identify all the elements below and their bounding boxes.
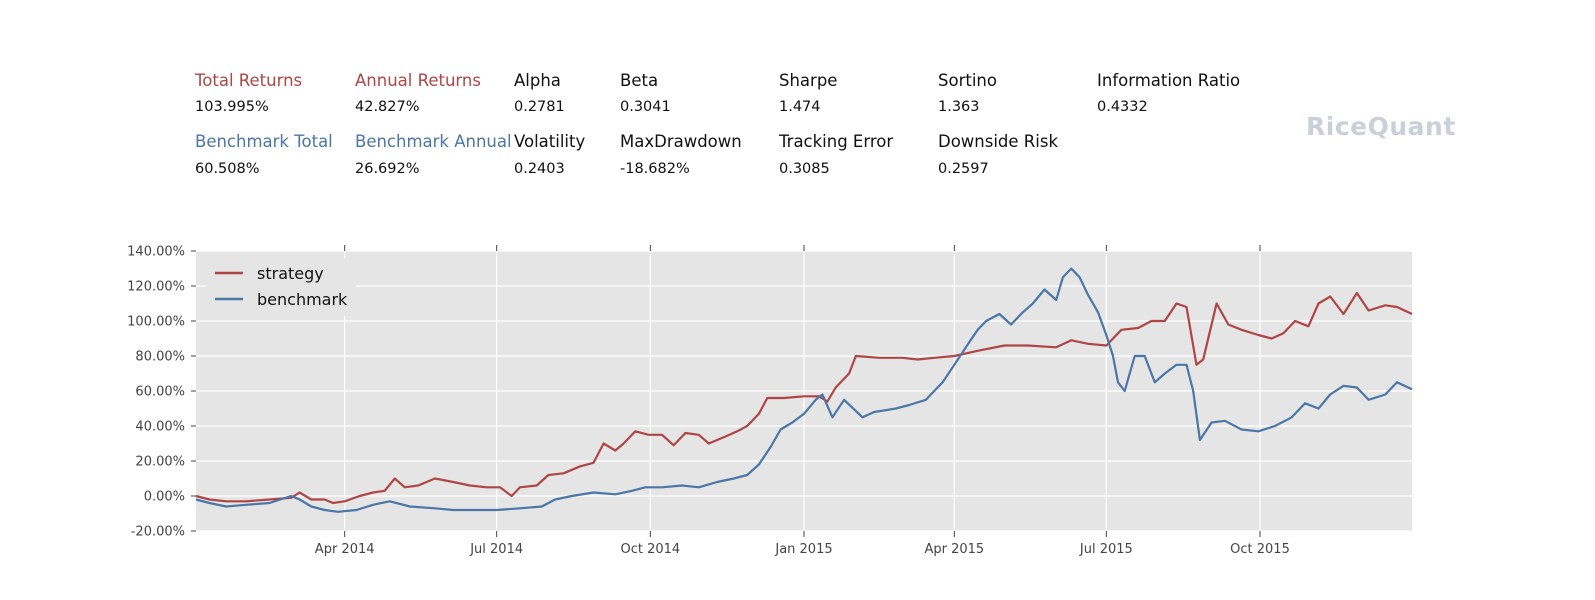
stat-value-sharpe: 1.474 (779, 99, 821, 115)
stat-value-sortino: 1.363 (938, 99, 980, 115)
legend-label-benchmark: benchmark (257, 290, 348, 309)
stat-label-alpha: Alpha (514, 71, 561, 90)
stat-label-total-returns: Total Returns (195, 71, 303, 90)
stat-value-annual-returns: 42.827% (355, 99, 420, 115)
x-tick-label: Apr 2014 (315, 542, 375, 557)
stat-value-total-returns: 103.995% (195, 99, 269, 115)
legend-label-strategy: strategy (257, 264, 324, 283)
stat-value-volatility: 0.2403 (514, 161, 565, 177)
ricequant-logo: RiceQuant (1306, 112, 1456, 141)
stat-value-information-ratio: 0.4332 (1097, 99, 1148, 115)
stat-label-downside-risk: Downside Risk (938, 132, 1059, 151)
chart-legend: strategy benchmark (206, 258, 356, 316)
y-tick-label: 60.00% (135, 385, 185, 400)
x-tick-label: Jan 2015 (774, 542, 832, 557)
x-tick-label: Jul 2015 (1079, 542, 1133, 557)
series-lines (195, 267, 1413, 513)
stat-label-sharpe: Sharpe (779, 71, 838, 90)
stat-label-volatility: Volatility (514, 132, 586, 151)
y-tick-label: 120.00% (127, 280, 185, 295)
legend-box (206, 258, 356, 316)
stat-label-benchmark-annual: Benchmark Annual (355, 132, 512, 151)
y-tick-label: 40.00% (135, 420, 185, 435)
stat-label-information-ratio: Information Ratio (1097, 71, 1241, 90)
stat-value-downside-risk: 0.2597 (938, 161, 989, 177)
stat-value-benchmark-annual: 26.692% (355, 161, 420, 177)
stat-value-tracking-error: 0.3085 (779, 161, 830, 177)
series-line-strategy (195, 291, 1413, 505)
x-tick-label: Oct 2014 (620, 542, 680, 557)
y-tick-label: 100.00% (127, 315, 185, 330)
stat-label-tracking-error: Tracking Error (779, 132, 894, 151)
y-tick-label: 0.00% (144, 490, 185, 505)
stat-label-max-drawdown: MaxDrawdown (620, 132, 742, 151)
axis-ticks: -20.00% 0.00% 20.00% 40.00% 60.00% 80.00% 100.… (127, 245, 1290, 558)
grid-lines (196, 250, 1412, 532)
y-tick-label: 20.00% (135, 455, 185, 470)
x-tick-label: Oct 2015 (1230, 542, 1290, 557)
series-line-benchmark (195, 267, 1413, 513)
stat-value-alpha: 0.2781 (514, 99, 565, 115)
x-tick-label: Apr 2015 (924, 542, 984, 557)
stat-label-annual-returns: Annual Returns (355, 71, 481, 90)
y-tick-label: 80.00% (135, 350, 185, 365)
stat-value-beta: 0.3041 (620, 99, 671, 115)
y-tick-label: 140.00% (127, 245, 185, 260)
stat-label-beta: Beta (620, 71, 659, 90)
x-tick-label: Jul 2014 (469, 542, 523, 557)
performance-summary: Total Returns Annual Returns Alpha Beta … (0, 0, 1595, 200)
stat-label-sortino: Sortino (938, 71, 997, 90)
stat-value-max-drawdown: -18.682% (620, 161, 690, 177)
stat-label-benchmark-total: Benchmark Total (195, 132, 333, 151)
y-tick-label: -20.00% (131, 525, 185, 540)
stat-value-benchmark-total: 60.508% (195, 161, 260, 177)
